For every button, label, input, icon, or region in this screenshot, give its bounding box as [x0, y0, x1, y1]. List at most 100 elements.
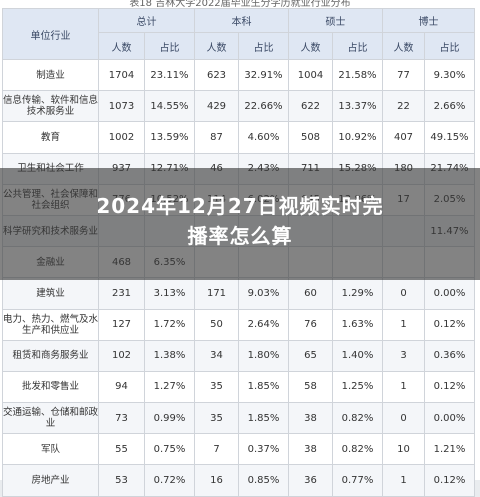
- count-cell: 622: [288, 90, 333, 123]
- count-cell: 508: [288, 121, 333, 154]
- table-row: 交通运输、仓储和邮政业 73 0.99% 35 1.85% 38 0.82% 0 0.00%: [2, 402, 475, 435]
- count-cell: 87: [194, 121, 239, 154]
- count-cell: 38: [288, 402, 333, 435]
- count-cell: 53: [98, 464, 145, 497]
- industry-cell: 信息传输、软件和信息技术服务业: [2, 90, 99, 123]
- header-group-doctor: 博士: [382, 8, 475, 33]
- industry-cell: 租赁和商务服务业: [2, 339, 99, 372]
- headline-line-1: 2024年12月27日视频实时完: [96, 194, 384, 218]
- ratio-cell: 1.85%: [238, 370, 289, 404]
- ratio-cell: 1.72%: [144, 308, 195, 341]
- count-cell: 127: [98, 308, 145, 341]
- industry-cell: 电力、热力、燃气及水生产和供应业: [2, 308, 99, 341]
- count-cell: 429: [194, 90, 239, 123]
- ratio-cell: 4.60%: [238, 121, 289, 154]
- ratio-cell: 0.82%: [332, 433, 383, 466]
- ratio-cell: 3.13%: [144, 277, 195, 310]
- headline-line-2: 播率怎么算: [187, 224, 293, 248]
- ratio-cell: 9.30%: [424, 58, 475, 92]
- ratio-cell: 0.12%: [424, 308, 475, 341]
- ratio-cell: 0.00%: [424, 277, 475, 310]
- count-cell: 0: [382, 402, 425, 435]
- header-group-bachelor: 本科: [194, 8, 289, 33]
- count-cell: 1: [382, 464, 425, 497]
- ratio-cell: 0.75%: [144, 433, 195, 466]
- count-cell: 1: [382, 370, 425, 404]
- ratio-cell: 0.99%: [144, 402, 195, 435]
- headline-overlay: 2024年12月27日视频实时完 播率怎么算: [0, 194, 480, 251]
- ratio-cell: 0.77%: [332, 464, 383, 497]
- count-cell: 102: [98, 339, 145, 372]
- count-cell: 38: [288, 433, 333, 466]
- table-row: 教育 1002 13.59% 87 4.60% 508 10.92% 407 49.15%: [2, 121, 475, 154]
- ratio-cell: 0.72%: [144, 464, 195, 497]
- table-row: 批发和零售业 94 1.27% 35 1.85% 58 1.25% 1 0.12%: [2, 370, 475, 404]
- table-row: 租赁和商务服务业 102 1.38% 34 1.80% 65 1.40% 3 0.36%: [2, 339, 475, 372]
- subheader-ratio: 占比: [424, 32, 475, 60]
- industry-cell: 教育: [2, 121, 99, 154]
- ratio-cell: 0.37%: [238, 433, 289, 466]
- ratio-cell: 0.00%: [424, 402, 475, 435]
- ratio-cell: 1.80%: [238, 339, 289, 372]
- ratio-cell: 0.85%: [238, 464, 289, 497]
- ratio-cell: 1.27%: [144, 370, 195, 404]
- count-cell: 76: [288, 308, 333, 341]
- ratio-cell: 0.82%: [332, 402, 383, 435]
- count-cell: 55: [98, 433, 145, 466]
- ratio-cell: 14.55%: [144, 90, 195, 123]
- count-cell: 10: [382, 433, 425, 466]
- ratio-cell: 13.37%: [332, 90, 383, 123]
- ratio-cell: 9.03%: [238, 277, 289, 310]
- industry-cell: 批发和零售业: [2, 370, 99, 404]
- ratio-cell: 1.21%: [424, 433, 475, 466]
- industry-cell: 制造业: [2, 58, 99, 92]
- count-cell: 50: [194, 308, 239, 341]
- table-row: 制造业 1704 23.11% 623 32.91% 1004 21.58% 77 9.30%: [2, 58, 475, 92]
- subheader-count: 人数: [98, 32, 145, 60]
- count-cell: 36: [288, 464, 333, 497]
- count-cell: 1004: [288, 58, 333, 92]
- count-cell: 73: [98, 402, 145, 435]
- count-cell: 231: [98, 277, 145, 310]
- count-cell: 58: [288, 370, 333, 404]
- ratio-cell: 1.40%: [332, 339, 383, 372]
- count-cell: 1002: [98, 121, 145, 154]
- ratio-cell: 13.59%: [144, 121, 195, 154]
- ratio-cell: 32.91%: [238, 58, 289, 92]
- count-cell: 407: [382, 121, 425, 154]
- ratio-cell: 1.85%: [238, 402, 289, 435]
- count-cell: 60: [288, 277, 333, 310]
- ratio-cell: 1.29%: [332, 277, 383, 310]
- ratio-cell: 1.25%: [332, 370, 383, 404]
- count-cell: 22: [382, 90, 425, 123]
- subheader-ratio: 占比: [238, 32, 289, 60]
- count-cell: 1704: [98, 58, 145, 92]
- table-caption: 表18 吉林大学2022届毕业生分学历就业行业分布: [129, 0, 351, 9]
- ratio-cell: 1.38%: [144, 339, 195, 372]
- count-cell: 94: [98, 370, 145, 404]
- table-row: 电力、热力、燃气及水生产和供应业 127 1.72% 50 2.64% 76 1.63% 1 0…: [2, 308, 475, 341]
- count-cell: 3: [382, 339, 425, 372]
- industry-cell: 军队: [2, 433, 99, 466]
- table-row: 建筑业 231 3.13% 171 9.03% 60 1.29% 0 0.00%: [2, 277, 475, 310]
- header-group-total: 总计: [98, 8, 195, 33]
- ratio-cell: 0.12%: [424, 464, 475, 497]
- count-cell: 1: [382, 308, 425, 341]
- industry-cell: 交通运输、仓储和邮政业: [2, 402, 99, 435]
- ratio-cell: 23.11%: [144, 58, 195, 92]
- count-cell: 35: [194, 402, 239, 435]
- count-cell: 171: [194, 277, 239, 310]
- count-cell: 623: [194, 58, 239, 92]
- count-cell: 1073: [98, 90, 145, 123]
- count-cell: 35: [194, 370, 239, 404]
- ratio-cell: 22.66%: [238, 90, 289, 123]
- industry-cell: 建筑业: [2, 277, 99, 310]
- header-group-master: 硕士: [288, 8, 383, 33]
- count-cell: 34: [194, 339, 239, 372]
- subheader-count: 人数: [382, 32, 425, 60]
- ratio-cell: 0.12%: [424, 370, 475, 404]
- ratio-cell: 10.92%: [332, 121, 383, 154]
- count-cell: 0: [382, 277, 425, 310]
- count-cell: 16: [194, 464, 239, 497]
